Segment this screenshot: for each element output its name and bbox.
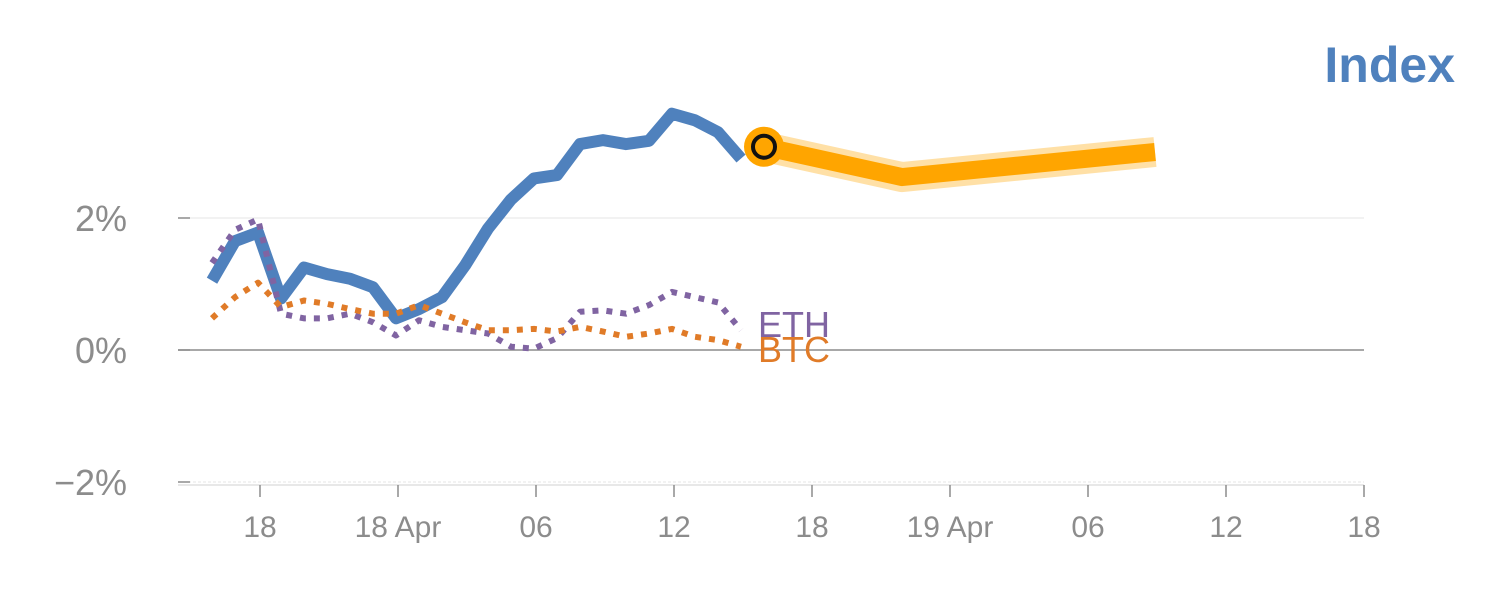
xtick-label: 19 Apr: [907, 511, 994, 544]
xtick-label: 18: [795, 511, 828, 544]
xtick-label: 12: [657, 511, 690, 544]
xtick-label: 18 Apr: [355, 511, 442, 544]
ytick-label: 0%: [75, 330, 127, 371]
highlight-line: [762, 137, 1156, 187]
grid-layer: [178, 217, 1364, 483]
chart-title: Index: [1324, 37, 1455, 93]
series-label-eth: ETH: [758, 304, 830, 345]
xtick-label: 06: [1071, 511, 1104, 544]
series-layer: [206, 107, 1157, 352]
series-line-btc: [209, 279, 742, 350]
ytick-label: 2%: [75, 198, 127, 239]
xtick-label: 18: [1347, 511, 1380, 544]
xtick-label: 06: [519, 511, 552, 544]
series-line-eth: [209, 216, 744, 352]
xtick-label: 18: [243, 511, 276, 544]
ytick-label: −2%: [54, 462, 127, 503]
axis-layer: 2% 0% −2% 18 18 Apr 06 12 18 19 Apr 06 12 18: [54, 198, 1381, 544]
highlight-marker-inner: [751, 133, 777, 160]
series-line-index: [206, 107, 746, 325]
series-label-btc: BTC: [758, 329, 830, 370]
xtick-label: 12: [1209, 511, 1242, 544]
